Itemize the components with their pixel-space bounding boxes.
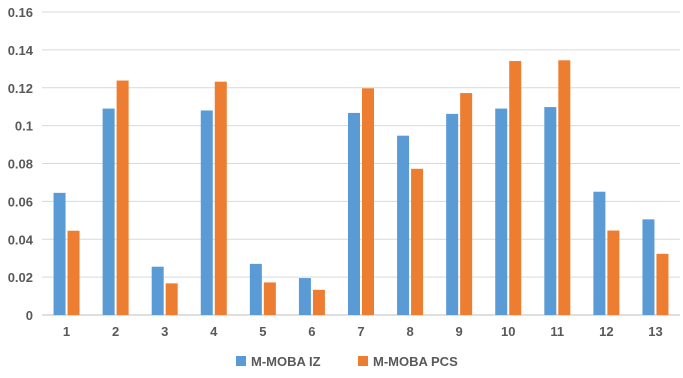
- x-tick-label: 2: [112, 324, 119, 339]
- bar-pcs-8: [411, 168, 424, 315]
- legend-label: M-MOBA PCS: [373, 354, 458, 369]
- x-tick-label: 8: [406, 324, 413, 339]
- bar-iz-11: [544, 107, 557, 315]
- x-tick-label: 4: [210, 324, 218, 339]
- x-tick-label: 1: [63, 324, 70, 339]
- legend-label: M-MOBA IZ: [251, 354, 321, 369]
- bar-pcs-10: [509, 61, 522, 315]
- bar-pcs-4: [214, 81, 227, 315]
- bar-pcs-7: [362, 88, 374, 316]
- y-tick-label: 0.04: [8, 232, 34, 247]
- y-tick-label: 0.1: [15, 119, 33, 134]
- y-tick-label: 0.08: [8, 157, 33, 172]
- x-tick-label: 10: [501, 324, 515, 339]
- y-tick-label: 0.02: [8, 270, 33, 285]
- bar-pcs-9: [460, 93, 473, 316]
- bar-pcs-13: [656, 253, 669, 315]
- y-tick-label: 0: [26, 308, 33, 323]
- bar-iz-2: [102, 108, 115, 315]
- bar-pcs-5: [263, 282, 276, 315]
- x-tick-label: 5: [259, 324, 266, 339]
- bar-iz-6: [298, 278, 311, 315]
- bar-pcs-3: [165, 283, 178, 315]
- legend-swatch: [358, 356, 368, 366]
- x-tick-label: 9: [456, 324, 463, 339]
- bar-pcs-1: [67, 230, 80, 315]
- bar-iz-13: [642, 219, 655, 315]
- x-tick-label: 7: [357, 324, 364, 339]
- x-axis-ticks: 1 2 3 4 5 6 7 8 9 10 11 12 13: [63, 324, 663, 339]
- legend-swatch: [236, 356, 246, 366]
- bar-iz-7: [348, 112, 360, 315]
- x-tick-label: 13: [648, 324, 662, 339]
- bars: [53, 60, 669, 316]
- bar-pcs-12: [607, 230, 620, 315]
- bar-iz-3: [151, 266, 164, 315]
- bar-iz-8: [397, 135, 410, 315]
- bar-pcs-2: [116, 80, 129, 316]
- y-tick-label: 0.06: [8, 194, 33, 209]
- bar-pcs-6: [312, 289, 325, 315]
- bar-pcs-11: [558, 60, 571, 316]
- x-tick-label: 11: [550, 324, 564, 339]
- x-tick-label: 12: [599, 324, 613, 339]
- bar-iz-9: [446, 113, 459, 315]
- y-tick-label: 0.14: [8, 43, 34, 58]
- x-tick-label: 6: [308, 324, 315, 339]
- bar-iz-1: [53, 192, 66, 315]
- x-tick-label: 3: [161, 324, 168, 339]
- y-tick-label: 0.16: [8, 5, 33, 20]
- y-axis-ticks: 0 0.02 0.04 0.06 0.08 0.1 0.12 0.14 0.16: [8, 5, 34, 323]
- legend: M-MOBA IZ M-MOBA PCS: [236, 354, 458, 369]
- gridlines: [42, 11, 680, 316]
- bar-iz-12: [593, 191, 606, 315]
- y-tick-label: 0.12: [8, 81, 33, 96]
- bar-iz-5: [249, 263, 262, 315]
- bar-iz-4: [200, 110, 213, 315]
- bar-iz-10: [495, 108, 508, 315]
